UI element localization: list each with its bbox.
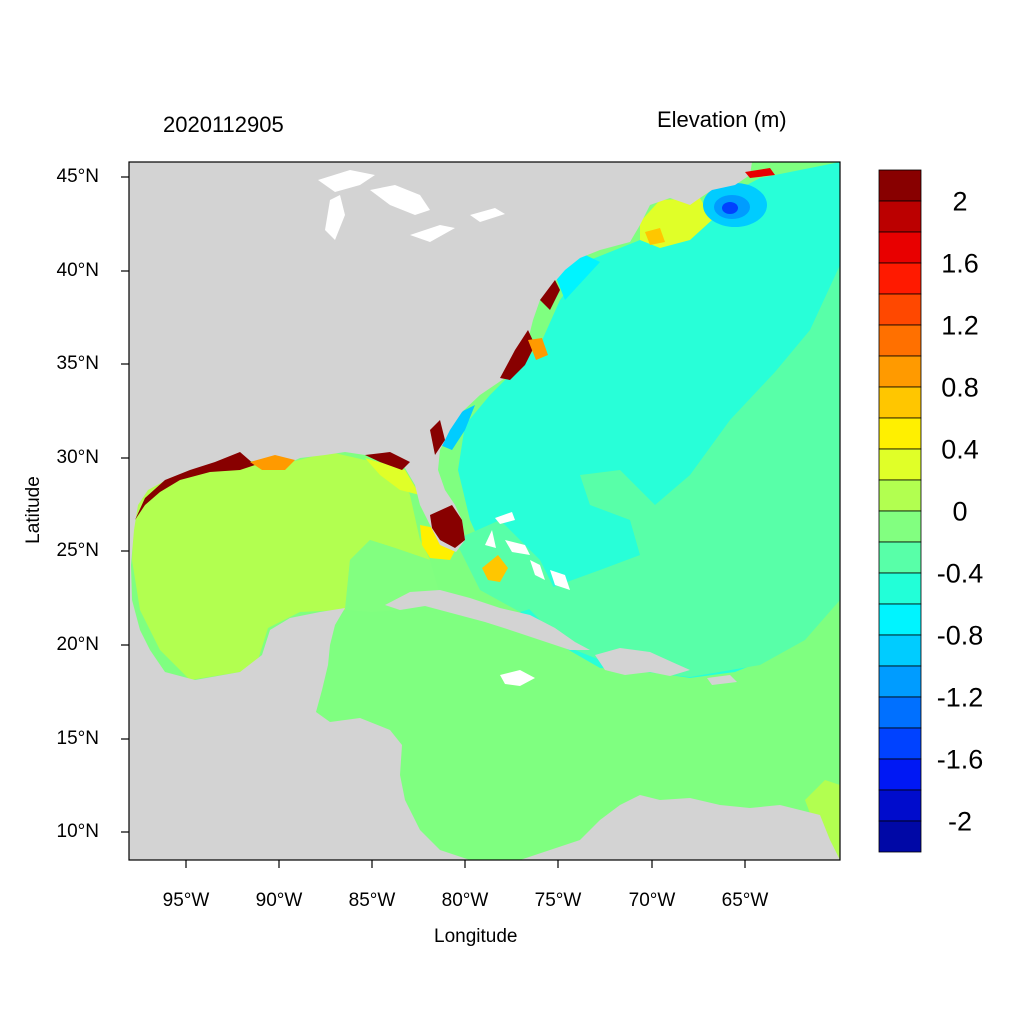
x-tick-label: 70°W [628,890,676,911]
colorbar-label: -0.8 [936,620,984,651]
colorbar-swatch [878,572,922,605]
south-florida-surge [430,505,465,548]
cuba-land [385,590,590,650]
x-tick-label: 90°W [255,890,303,911]
colorbar-label: -0.4 [936,558,984,589]
colorbar-label: -2 [947,806,973,837]
y-tick-label: 30°N [56,447,99,468]
atlantic-green-patch [520,265,840,677]
colorbar-swatch [878,448,922,481]
colorbar [878,169,922,853]
y-tick-label: 45°N [56,166,99,187]
colorbar-swatch [878,789,922,822]
carolina-coast-high [528,338,548,360]
colorbar-swatch [878,417,922,450]
y-tick-label: 20°N [56,634,99,655]
gulf-coast-surge [135,452,255,520]
colorbar-label: -1.6 [936,744,984,775]
hispaniola-land [595,648,690,676]
colorbar-label: 2 [952,186,968,217]
colorbar-swatch [878,479,922,512]
gulf-of-maine-peak [645,228,665,245]
gulf-of-mexico-surface [132,452,430,680]
colorbar-swatch [878,231,922,264]
x-tick-label: 85°W [348,890,396,911]
colorbar-swatch [878,665,922,698]
south-america-land [520,795,840,860]
x-tick-label: 80°W [441,890,489,911]
y-axis-label: Latitude [23,476,44,544]
timestamp-label: 2020112905 [163,112,284,137]
midatlantic-coast-surge [540,280,560,310]
colorbar-label: 0.8 [941,372,979,403]
y-tick-label: 35°N [56,353,99,374]
louisiana-coast-high [250,455,295,470]
variable-label: Elevation (m) [657,107,787,132]
colorbar-swatch [878,820,922,853]
y-tick-label: 40°N [56,260,99,281]
carolina-coast-surge [500,330,535,380]
x-tick-label: 75°W [534,890,582,911]
y-tick-label: 15°N [56,728,99,749]
colorbar-swatch [878,510,922,543]
colorbar-swatch [878,169,922,202]
north-cuba-high [482,555,508,582]
x-axis-label: Longitude [434,926,518,947]
colorbar-label: 0 [952,496,968,527]
puerto-rico-land [707,675,737,685]
bahamas-islands [485,512,570,590]
map-area [129,162,840,860]
florida-panhandle-surge [365,452,410,470]
colorbar-swatch [878,355,922,388]
colorbar-swatch [878,603,922,636]
colorbar-swatch [878,324,922,357]
colorbar-swatch [878,727,922,760]
bahamas-shelf-patch [455,520,560,612]
colorbar-swatch [878,200,922,233]
colorbar-swatch [878,262,922,295]
colorbar-label: 1.6 [941,248,979,279]
y-tick-label: 10°N [56,821,99,842]
eastern-caribbean-high [805,780,840,860]
great-lakes [318,170,505,242]
colorbar-label: 1.2 [941,310,979,341]
florida-big-bend-high [365,458,420,495]
colorbar-swatch [878,386,922,419]
x-tick-label: 95°W [162,890,210,911]
colorbar-swatch [878,696,922,729]
georgia-coast-surge [430,420,445,455]
colorbar-swatch [878,293,922,326]
fundy-low-core [722,202,738,214]
colorbar-label: 0.4 [941,434,979,465]
georgia-bight-low [440,405,475,450]
x-tick-label: 65°W [721,890,769,911]
colorbar-label: -1.2 [936,682,984,713]
jamaica-land [500,670,535,686]
x-tick-marks [185,860,746,868]
y-tick-label: 25°N [56,540,99,561]
nova-scotia-surge [745,168,775,178]
colorbar-swatch [878,758,922,791]
colorbar-swatch [878,541,922,574]
colorbar-swatch [878,634,922,667]
map-frame [128,161,841,861]
y-tick-marks [121,176,129,833]
